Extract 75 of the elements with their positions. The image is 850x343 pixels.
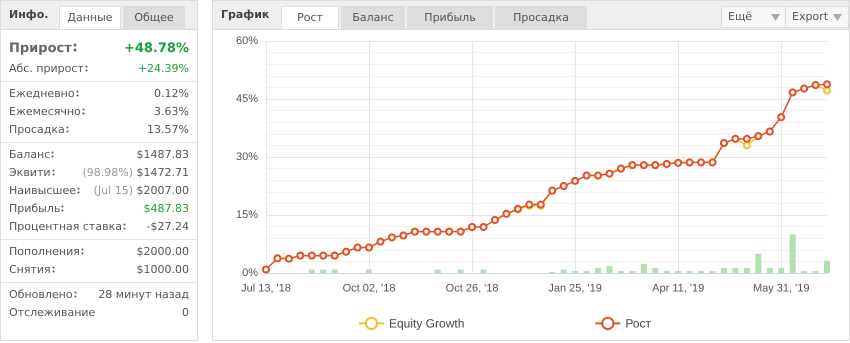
bar <box>332 270 338 273</box>
category-label: Прибыль <box>9 201 62 217</box>
text: $1487.83 <box>136 148 189 161</box>
text: +24.39% <box>138 62 189 75</box>
x-tick-label: Jan 25, '19 <box>548 282 602 294</box>
text: 28 минут назад <box>98 288 189 301</box>
text: Прибыль <box>407 6 493 29</box>
category-label: Снятия <box>9 262 52 278</box>
x-tick-label: Oct 02, '18 <box>342 282 396 294</box>
point <box>823 86 831 94</box>
category-label: Отслеживание <box>9 305 96 321</box>
point <box>823 80 831 88</box>
x-tick-label: Apr 11, '19 <box>652 282 704 294</box>
text: 3.63% <box>154 105 189 118</box>
bar <box>320 270 326 273</box>
bar <box>755 254 762 273</box>
text: +48.78% <box>124 41 189 56</box>
category-label: Обновлено <box>9 287 74 303</box>
y-tick-label: 15% <box>236 209 258 221</box>
category-label: Эквити <box>9 165 52 181</box>
text: Просадка <box>495 6 587 29</box>
bar <box>790 234 796 273</box>
bar <box>366 270 372 273</box>
legend-label: Рост <box>625 316 652 330</box>
text: Рост <box>281 6 339 29</box>
category-label: Абс. прирост <box>9 61 85 77</box>
bar <box>606 266 612 273</box>
bar <box>595 268 602 273</box>
bar <box>766 268 773 273</box>
bar <box>732 268 738 273</box>
category-label: Прирост <box>9 40 73 58</box>
legend-label: Equity Growth <box>389 316 464 330</box>
bar <box>720 268 727 273</box>
category-label: Пополнения <box>9 244 81 260</box>
x-tick-label: Jul 13, '18 <box>241 282 291 294</box>
category-label: Просадка <box>9 122 66 138</box>
point <box>742 141 751 150</box>
x-tick-label: May 31, '19 <box>752 282 810 294</box>
bar <box>560 270 567 273</box>
bar <box>778 268 784 273</box>
category-label: Наивысшее <box>9 183 77 199</box>
text: Инфо. <box>9 8 48 21</box>
text: $487.83 <box>144 202 189 215</box>
x-tick-label: Oct 26, '18 <box>446 282 499 294</box>
text: 0 <box>182 306 189 319</box>
chart-title: График <box>221 8 270 21</box>
text: (Jul 15) $2007.00 <box>94 184 189 197</box>
bar <box>744 268 750 273</box>
text: Export <box>785 6 849 28</box>
text: $2000.00 <box>136 245 189 258</box>
category-label: Ежедневно <box>9 86 76 102</box>
point <box>742 134 751 143</box>
category-label: Баланс <box>9 147 52 163</box>
y-tick-label: 60% <box>236 35 258 47</box>
bar <box>652 268 658 273</box>
bar <box>480 270 487 273</box>
y-tick-label: 45% <box>236 93 258 105</box>
text: Ещё <box>721 6 787 28</box>
text: -$27.24 <box>146 220 189 233</box>
bar <box>308 270 315 273</box>
text: Общее <box>123 6 185 29</box>
bar <box>458 270 464 273</box>
text: 13.57% <box>147 123 189 136</box>
category-label: Ежемесячно <box>9 104 82 120</box>
y-tick-label: 0% <box>242 267 258 279</box>
bar <box>824 260 830 273</box>
y-tick-label: 30% <box>236 151 258 163</box>
bar <box>434 270 441 273</box>
bar <box>640 264 647 273</box>
text: (98.98%) $1472.71 <box>82 166 189 179</box>
text: 0.12% <box>154 87 189 100</box>
text: Данные <box>59 6 121 29</box>
text: Баланс <box>341 6 405 29</box>
category-label: Процентная ставка <box>9 219 123 235</box>
text: $1000.00 <box>136 263 189 276</box>
